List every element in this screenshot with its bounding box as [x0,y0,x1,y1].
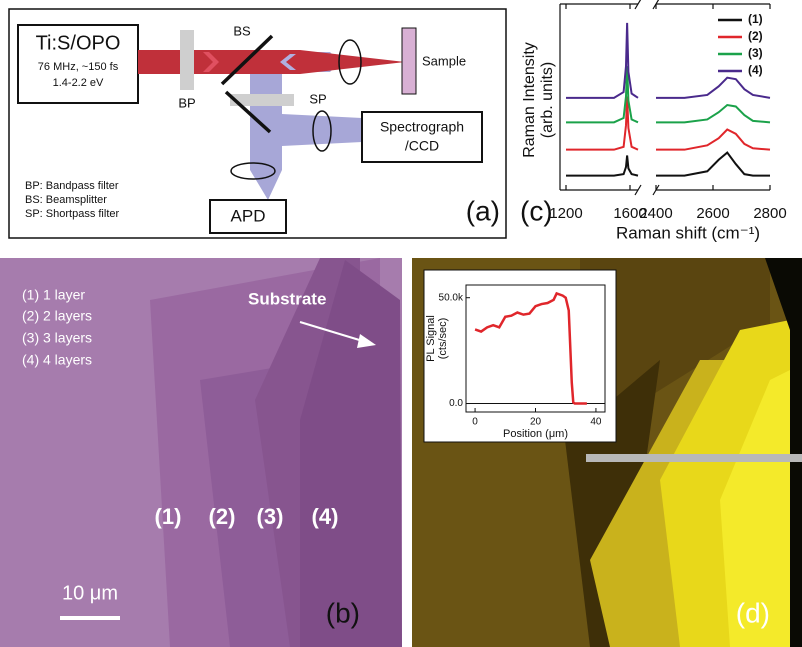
inset [423,269,617,443]
axis-break [634,0,642,10]
component-label: /CCD [405,138,439,154]
laser-spec: 1.4-2.2 eV [53,77,104,89]
region-label: (1) [155,504,182,529]
panel-label: (b) [326,597,360,628]
y-axis-label: (cts/sec) [437,318,449,360]
scale-bar [60,616,120,620]
component-label: Spectrograph [380,119,464,135]
sample [401,27,417,95]
y-axis-label: Raman Intensity [521,42,538,158]
panel-label: (d) [736,597,770,628]
x-tick-label: 2400 [639,205,672,222]
series-line [566,22,639,99]
component-label: Sample [422,53,466,68]
series-line [656,103,771,124]
panel-label: (a) [466,195,500,226]
x-axis-label: Raman shift (cm⁻¹) [616,223,760,242]
legend-text: SP: Shortpass filter [25,208,119,220]
y-axis-label: (arb. units) [539,62,556,138]
lens [230,162,276,180]
laser-beam [138,50,405,74]
series-line [474,291,587,405]
laser-box [17,24,139,104]
x-tick-label: 1600 [613,205,646,222]
legend-label: (4) [748,63,763,77]
component-label: SP [309,91,326,106]
series-line [656,128,771,151]
x-axis-label: Position (μm) [503,428,568,440]
lens [312,110,332,152]
beam-arrow [280,54,296,70]
laser-spec: 76 MHz, ~150 fs [38,61,119,73]
legend-text: (4) 4 layers [22,352,92,368]
series-line [566,155,639,177]
y-tick-label: 50.0k [439,292,464,303]
map-region [720,370,790,647]
layer-region [300,260,402,647]
panel-label: (c) [520,195,553,226]
component-label: BP [178,95,195,110]
panel-b: (1) 1 layer (2) 2 layers (3) 3 layers (4… [0,258,402,647]
axis-break [634,184,642,196]
series-line [566,96,639,151]
lens [338,39,362,85]
x-tick-label: 2600 [696,205,729,222]
legend-text: BP: Bandpass filter [25,180,119,192]
legend-text: BS: Beamsplitter [25,194,107,206]
map-region [765,258,802,647]
x-tick-label: 2800 [753,205,786,222]
x-tick-label: 0 [472,417,478,428]
region-label: (2) [209,504,236,529]
annotation: Substrate [248,289,326,308]
region-label: (4) [312,504,339,529]
arrowhead [357,334,376,348]
legend-text: (3) 3 layers [22,330,92,346]
series-line [656,76,771,99]
y-axis-label: PL Signal [425,315,437,362]
legend-label: (2) [748,29,763,43]
scan-line [586,454,802,462]
beam-arrow [203,52,219,72]
legend-label: (1) [748,12,763,26]
x-tick-label: 20 [530,417,542,428]
mirror [224,90,272,134]
spectrograph-box [361,111,483,163]
series-line [566,66,639,124]
laser-title: Ti:S/OPO [36,32,121,54]
legend-text: (1) 1 layer [22,287,85,303]
arrow [299,321,367,343]
series-line [656,151,770,177]
scale-bar-label: 10 μm [62,582,118,604]
component-label: APD [231,206,266,225]
panel-a: Ti:S/OPO 76 MHz, ~150 fs 1.4-2.2 eV BP B… [8,8,507,239]
legend-label: (3) [748,46,763,60]
region-label: (3) [257,504,284,529]
component-label: BS [233,23,251,38]
y-tick-label: 0.0 [449,398,463,409]
x-tick-label: 1200 [549,205,582,222]
x-tick-label: 40 [590,417,602,428]
beamsplitter [220,34,274,86]
shortpass-filter [230,94,294,106]
bandpass-filter [180,30,194,90]
panel-d: (d) 0 20 40 0.0 50.0k PL Signal (cts/sec) Posit… [412,258,802,647]
legend-text: (2) 2 layers [22,308,92,324]
apd-box [209,199,287,234]
